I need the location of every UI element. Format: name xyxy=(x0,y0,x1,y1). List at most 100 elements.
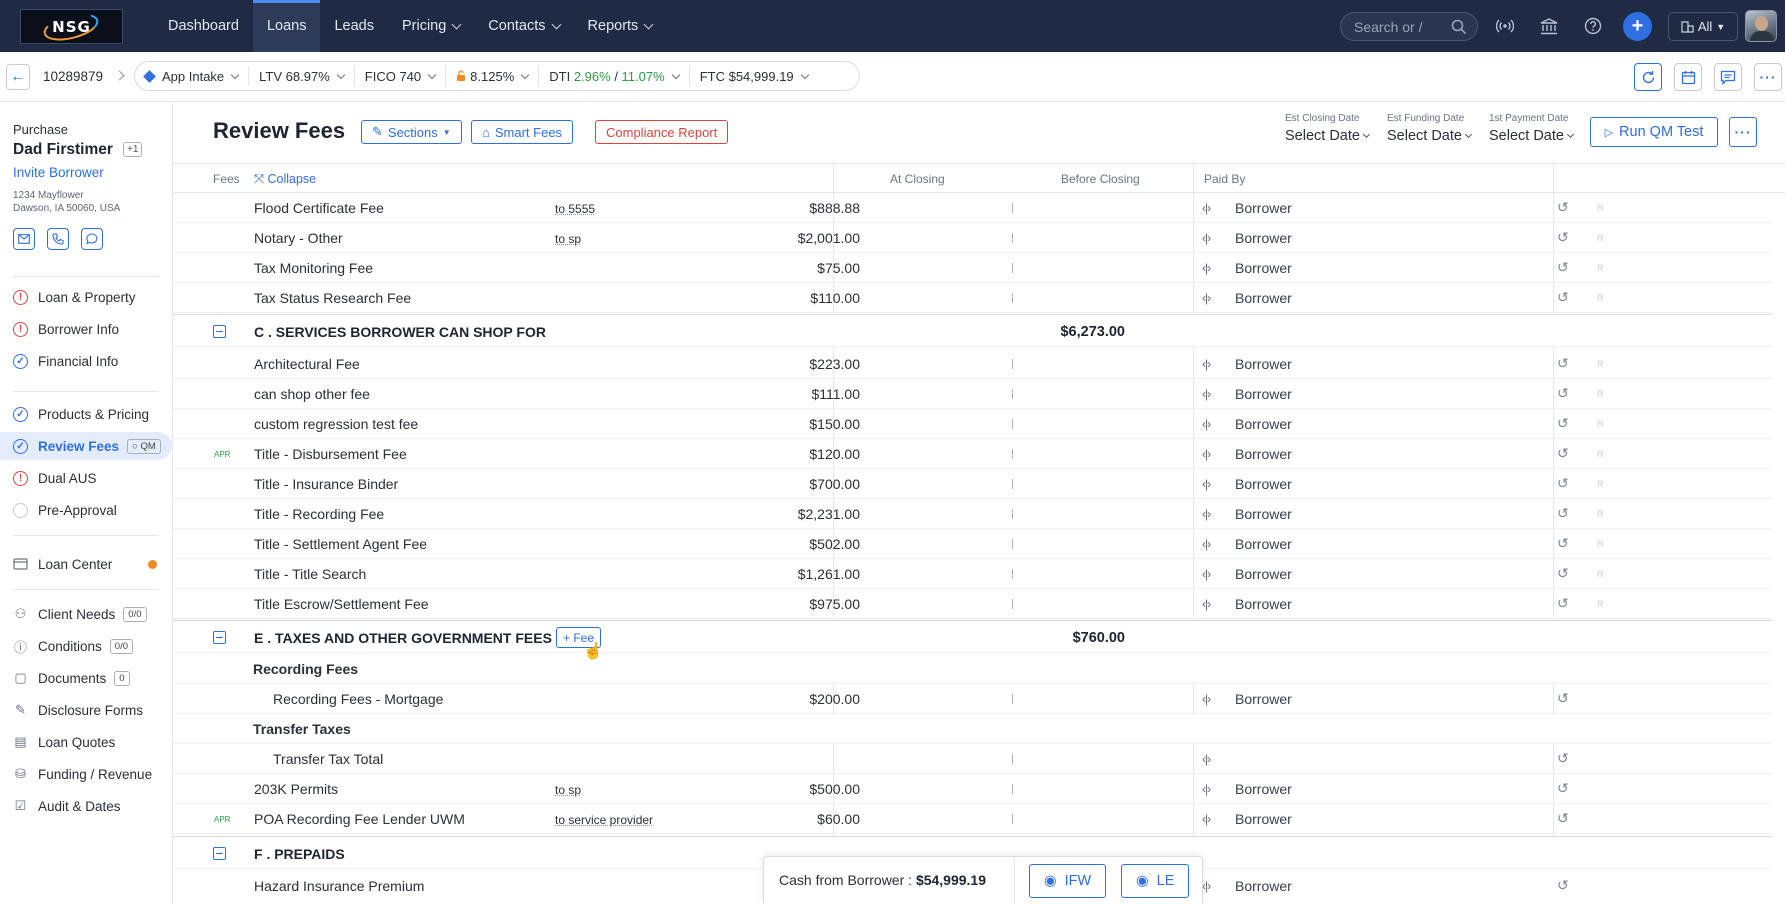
history-icon[interactable]: ↺ xyxy=(1557,595,1569,612)
before-closing-cell[interactable] xyxy=(1012,569,1013,579)
paid-by[interactable]: Borrower xyxy=(1235,691,1292,707)
run-qm-test-button[interactable]: ▷ Run QM Test xyxy=(1590,117,1718,147)
paid-by[interactable]: Borrower xyxy=(1235,878,1292,894)
split-icon[interactable]: ‹|› xyxy=(1202,417,1210,431)
table-row[interactable]: Title - Settlement Agent Fee $502.00 ‹|›… xyxy=(172,529,1772,559)
before-closing-cell[interactable] xyxy=(1012,599,1013,609)
fee-amount[interactable]: $75.00 xyxy=(720,260,860,276)
user-avatar[interactable] xyxy=(1745,10,1777,42)
call-button[interactable] xyxy=(47,228,69,250)
history-icon[interactable]: ↺ xyxy=(1557,690,1569,707)
paid-by[interactable]: Borrower xyxy=(1235,476,1292,492)
nav-tab-leads[interactable]: Leads xyxy=(320,0,388,52)
sidebar-item-loan-quotes[interactable]: ▤ Loan Quotes xyxy=(0,728,172,756)
split-icon[interactable]: ‹|› xyxy=(1202,201,1210,215)
est-closing-date[interactable]: Est Closing Date Select Date xyxy=(1285,113,1369,144)
fee-amount[interactable]: $700.00 xyxy=(720,476,860,492)
collapse-section-icon[interactable] xyxy=(213,847,226,860)
paid-by[interactable]: Borrower xyxy=(1235,596,1292,612)
collapse-section-icon[interactable] xyxy=(213,325,226,338)
table-row[interactable]: custom regression test fee $150.00 ‹|› B… xyxy=(172,409,1772,439)
before-closing-cell[interactable] xyxy=(1012,389,1013,399)
history-icon[interactable]: ↺ xyxy=(1557,229,1569,246)
sidebar-item-review-fees[interactable]: ✓ Review Fees ○ QM xyxy=(0,432,172,460)
split-icon[interactable]: ‹|› xyxy=(1202,879,1210,893)
scope-selector[interactable]: All ▼ xyxy=(1668,12,1738,41)
help-icon[interactable] xyxy=(1582,15,1604,37)
history-icon[interactable]: ↺ xyxy=(1557,505,1569,522)
more-actions-button[interactable]: ··· xyxy=(1754,63,1782,91)
sidebar-item-pre-approval[interactable]: Pre-Approval xyxy=(0,496,172,524)
history-icon[interactable]: ↺ xyxy=(1557,415,1569,432)
text-message-button[interactable] xyxy=(81,228,103,250)
fee-paid-to[interactable]: to 5555 xyxy=(555,202,595,216)
back-button[interactable]: ← xyxy=(6,64,30,90)
global-search-input[interactable]: Search or / xyxy=(1340,12,1478,41)
split-icon[interactable]: ‹|› xyxy=(1202,692,1210,706)
history-icon[interactable]: ↺ xyxy=(1557,780,1569,797)
history-icon[interactable]: ↺ xyxy=(1557,535,1569,552)
table-row[interactable]: Tax Status Research Fee $110.00 ‹|› Borr… xyxy=(172,283,1772,313)
fee-amount[interactable]: $2,001.00 xyxy=(720,230,860,246)
company-logo[interactable]: NSG xyxy=(20,9,123,44)
sidebar-item-borrower-info[interactable]: ! Borrower Info xyxy=(0,315,172,343)
paid-by[interactable]: Borrower xyxy=(1235,781,1292,797)
paid-by[interactable]: Borrower xyxy=(1235,386,1292,402)
split-icon[interactable]: ‹|› xyxy=(1202,812,1210,826)
fee-amount[interactable]: $888.88 xyxy=(720,200,860,216)
sidebar-item-dual-aus[interactable]: ! Dual AUS xyxy=(0,464,172,492)
fee-amount[interactable]: $150.00 xyxy=(720,416,860,432)
sidebar-item-products-pricing[interactable]: ✓ Products & Pricing xyxy=(0,400,172,428)
invite-borrower-link[interactable]: Invite Borrower xyxy=(13,165,104,180)
before-closing-cell[interactable] xyxy=(1012,539,1013,549)
sections-button[interactable]: ✎ Sections ▼ xyxy=(361,120,462,144)
borrower-name[interactable]: Dad Firstimer xyxy=(13,141,113,159)
co-borrower-count[interactable]: +1 xyxy=(123,142,142,157)
email-button[interactable] xyxy=(13,228,35,250)
paid-by[interactable]: Borrower xyxy=(1235,290,1292,306)
fee-amount[interactable]: $223.00 xyxy=(720,356,860,372)
history-icon[interactable]: ↺ xyxy=(1557,355,1569,372)
table-row[interactable]: Title - Insurance Binder $700.00 ‹|› Bor… xyxy=(172,469,1772,499)
paid-by[interactable]: Borrower xyxy=(1235,260,1292,276)
before-closing-cell[interactable] xyxy=(1012,754,1013,764)
nav-tab-pricing[interactable]: Pricing xyxy=(388,0,474,52)
history-icon[interactable]: ↺ xyxy=(1557,199,1569,216)
ltv-pill[interactable]: LTV 68.97% xyxy=(249,66,355,86)
split-icon[interactable]: ‹|› xyxy=(1202,567,1210,581)
table-row[interactable]: Title - Title Search $1,261.00 ‹|› Borro… xyxy=(172,559,1772,589)
view-ifw-button[interactable]: ◉ IFW xyxy=(1029,864,1106,898)
sidebar-item-client-needs[interactable]: ⚇ Client Needs 0/0 xyxy=(0,600,172,628)
table-row[interactable]: Tax Monitoring Fee $75.00 ‹|› Borrower ↺… xyxy=(172,253,1772,283)
fee-amount[interactable]: $2,231.00 xyxy=(720,506,860,522)
sidebar-item-audit-dates[interactable]: ☑ Audit & Dates xyxy=(0,792,172,820)
table-row[interactable]: Flood Certificate Fee to 5555 $888.88 ‹|… xyxy=(172,193,1772,223)
fee-amount[interactable]: $200.00 xyxy=(720,691,860,707)
fee-amount[interactable]: $500.00 xyxy=(720,781,860,797)
paid-by[interactable]: Borrower xyxy=(1235,230,1292,246)
split-icon[interactable]: ‹|› xyxy=(1202,537,1210,551)
before-closing-cell[interactable] xyxy=(1012,814,1013,824)
split-icon[interactable]: ‹|› xyxy=(1202,261,1210,275)
split-icon[interactable]: ‹|› xyxy=(1202,231,1210,245)
before-closing-cell[interactable] xyxy=(1012,694,1013,704)
history-icon[interactable]: ↺ xyxy=(1557,289,1569,306)
table-row[interactable]: Title - Recording Fee $2,231.00 ‹|› Borr… xyxy=(172,499,1772,529)
sidebar-item-financial-info[interactable]: ✓ Financial Info xyxy=(0,347,172,375)
table-row[interactable]: APR POA Recording Fee Lender UWM to serv… xyxy=(172,804,1772,834)
calendar-button[interactable] xyxy=(1674,63,1702,91)
collapse-section-icon[interactable] xyxy=(213,631,226,644)
dti-pill[interactable]: DTI 2.96% / 11.07% xyxy=(539,66,689,86)
fee-amount[interactable]: $60.00 xyxy=(720,811,860,827)
split-icon[interactable]: ‹|› xyxy=(1202,752,1210,766)
fee-amount[interactable]: $111.00 xyxy=(720,386,860,402)
nav-tab-loans[interactable]: Loans xyxy=(253,0,321,52)
fees-more-button[interactable]: ··· xyxy=(1729,117,1757,147)
sidebar-item-funding-revenue[interactable]: ⛁ Funding / Revenue xyxy=(0,760,172,788)
split-icon[interactable]: ‹|› xyxy=(1202,447,1210,461)
paid-by[interactable]: Borrower xyxy=(1235,356,1292,372)
split-icon[interactable]: ‹|› xyxy=(1202,782,1210,796)
create-new-button[interactable]: + xyxy=(1623,12,1652,41)
history-icon[interactable]: ↺ xyxy=(1557,877,1569,894)
nav-tab-reports[interactable]: Reports xyxy=(574,0,667,52)
